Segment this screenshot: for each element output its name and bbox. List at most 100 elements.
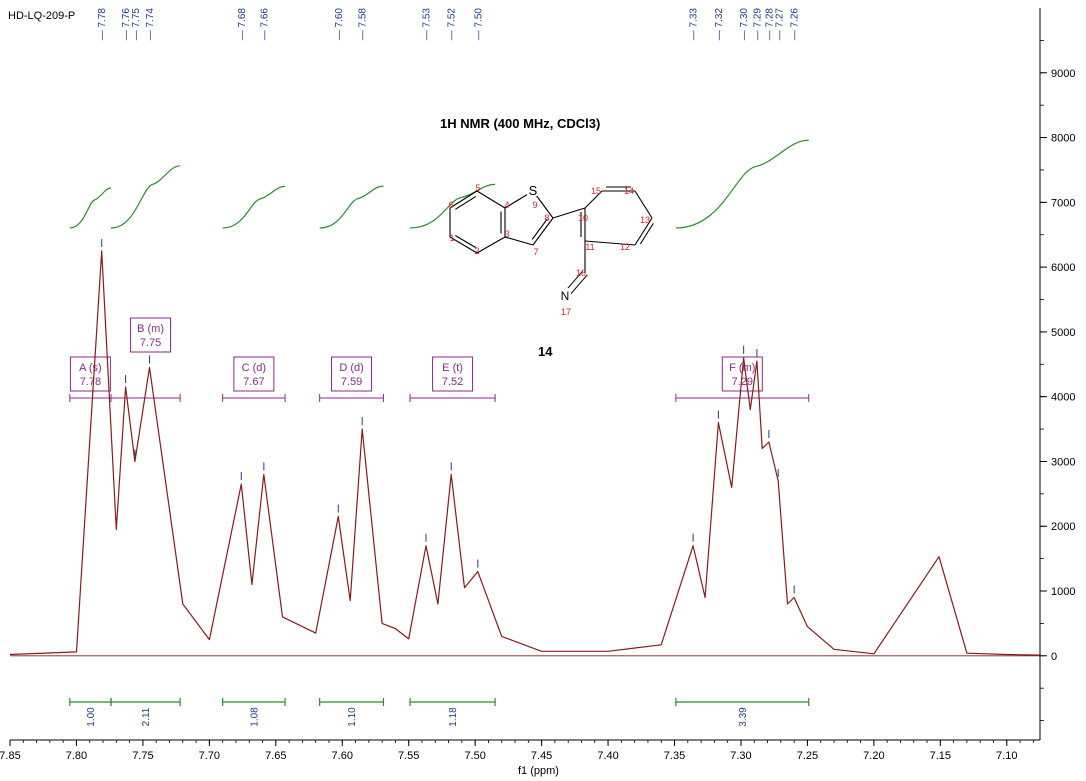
atom-number: 12 [620, 242, 630, 252]
peak-shift-label: — 7.27 [774, 8, 785, 41]
peak-shift-label: — 7.32 [714, 8, 725, 41]
y-tick-label: 0 [1051, 651, 1057, 663]
y-tick-label: 1000 [1051, 586, 1075, 598]
atom-number: 15 [591, 186, 601, 196]
x-tick-label: 7.40 [597, 750, 618, 762]
atom-number: 4 [504, 200, 509, 210]
sample-id: HD-LQ-209-P [8, 10, 76, 22]
atom-number: 11 [585, 242, 594, 252]
y-tick-label: 6000 [1051, 262, 1075, 274]
peak-label-group: — 7.78 — 7.76— 7.75— 7.74 — 7.68 — 7.66 — 7.… [97, 8, 801, 594]
multiplet-label: E (t) [442, 362, 463, 374]
peak-shift-label: — 7.30 [739, 8, 750, 41]
integral-bar-group: 1.00 2.11 1.08 1.10 1.18 3.39 [69, 698, 810, 727]
multiplet-shift: 7.59 [341, 376, 362, 388]
chemical-bond-double [531, 218, 548, 240]
integral-curve [69, 187, 112, 229]
spectrum-group [9, 250, 1041, 657]
x-tick-label: 7.10 [996, 750, 1017, 762]
peak-shift-label: — 7.78 [97, 8, 108, 41]
chemical-bond [634, 190, 653, 219]
atom-number: 7 [533, 247, 538, 257]
atom-number: 3 [504, 229, 509, 239]
compound-number: 14 [538, 344, 553, 359]
integral-curve [319, 185, 384, 229]
chemical-bond [584, 240, 636, 246]
x-tick-label: 7.80 [66, 750, 87, 762]
y-tick-label: 7000 [1051, 197, 1075, 209]
x-tick-label: 7.35 [664, 750, 685, 762]
peak-shift-label: — 7.58 [358, 8, 369, 41]
y-axis: 0 1000 2000 3000 4000 5000 6000 7000 8000 9000 [1039, 8, 1075, 740]
x-tick-label: 7.30 [730, 750, 751, 762]
peak-shift-label: — 7.26 [790, 8, 801, 41]
peak-shift-label: — 7.28 [764, 8, 775, 41]
multiplet-box [331, 356, 373, 392]
multiplet-label: D (d) [339, 362, 363, 374]
x-tick-label: 7.20 [863, 750, 884, 762]
x-tick-label: 7.60 [332, 750, 353, 762]
atom-number: 14 [624, 186, 634, 196]
x-tick-label: 7.15 [930, 750, 951, 762]
multiplet-box [130, 317, 172, 353]
peak-shift-label: — 7.52 [447, 8, 458, 41]
x-axis: 7.85 7.80 7.75 7.70 7.65 7.60 7.55 7.50 7.45 7.40… [0, 739, 1040, 762]
x-tick-label: 7.25 [797, 750, 818, 762]
integral-curve [110, 165, 181, 229]
integral-curve [410, 183, 496, 229]
multiplet-shift: 7.67 [243, 376, 264, 388]
peak-shift-label: — 7.66 [259, 8, 270, 41]
integral-value: 3.39 [738, 707, 749, 727]
integral-curve-group [69, 139, 809, 229]
x-tick-label: 7.55 [398, 750, 419, 762]
peak-shift-label: — 7.60 [334, 8, 345, 41]
atom-number: 1 [449, 233, 454, 243]
y-tick-label: 4000 [1051, 392, 1075, 404]
multiplet-label: C (d) [242, 362, 266, 374]
chemical-bond [552, 207, 586, 219]
multiplet-box [69, 356, 111, 392]
peak-shift-label: — 7.76 [121, 8, 132, 41]
atom-number: 6 [448, 200, 453, 210]
atom-number: 16 [576, 268, 586, 278]
atom-number: 13 [640, 215, 650, 225]
x-tick-label: 7.45 [531, 750, 552, 762]
peak-shift-label: — 7.53 [421, 8, 432, 41]
atom-number: 9 [532, 200, 537, 210]
x-axis-label: f1 (ppm) [518, 765, 559, 777]
multiplet-group: A (s) 7.78 B (m) 7.75 C (d) 7.67 D (d) 7.59 E (t… [69, 317, 810, 402]
y-tick-label: 3000 [1051, 456, 1075, 468]
multiplet-shift: 7.75 [140, 337, 161, 349]
chemical-bond-double [454, 235, 477, 249]
integral-value: 1.08 [249, 707, 260, 727]
x-tick-label: 7.70 [199, 750, 220, 762]
peak-shift-label: — 7.74 [145, 8, 156, 41]
chemical-bond-double [639, 223, 654, 245]
integral-value: 1.18 [448, 707, 459, 727]
atom-symbol: N [561, 289, 570, 303]
peak-shift-label: — 7.33 [689, 8, 700, 41]
x-tick-label: 7.75 [132, 750, 153, 762]
y-tick-label: 2000 [1051, 521, 1075, 533]
multiplet-box [721, 356, 763, 392]
y-tick-label: 8000 [1051, 133, 1075, 145]
atom-number: 8 [544, 213, 549, 223]
integral-value: 2.11 [141, 707, 152, 726]
x-tick-label: 7.85 [0, 750, 21, 762]
chemical-bond [476, 236, 506, 254]
spectrum-trace [9, 250, 1041, 656]
integral-value: 1.00 [86, 707, 97, 727]
multiplet-shift: 7.78 [80, 376, 101, 388]
chemical-bond [584, 190, 603, 209]
atom-mask [559, 288, 571, 301]
atom-mask [527, 182, 539, 196]
y-tick-label: 5000 [1051, 327, 1075, 339]
y-tick-label: 9000 [1051, 68, 1075, 80]
chart-title: 1H NMR (400 MHz, CDCl3) [440, 116, 601, 131]
atom-number: 10 [578, 213, 588, 223]
chemical-bond-double [455, 195, 477, 210]
multiplet-shift: 7.52 [442, 376, 463, 388]
atom-symbol: S [529, 183, 538, 198]
